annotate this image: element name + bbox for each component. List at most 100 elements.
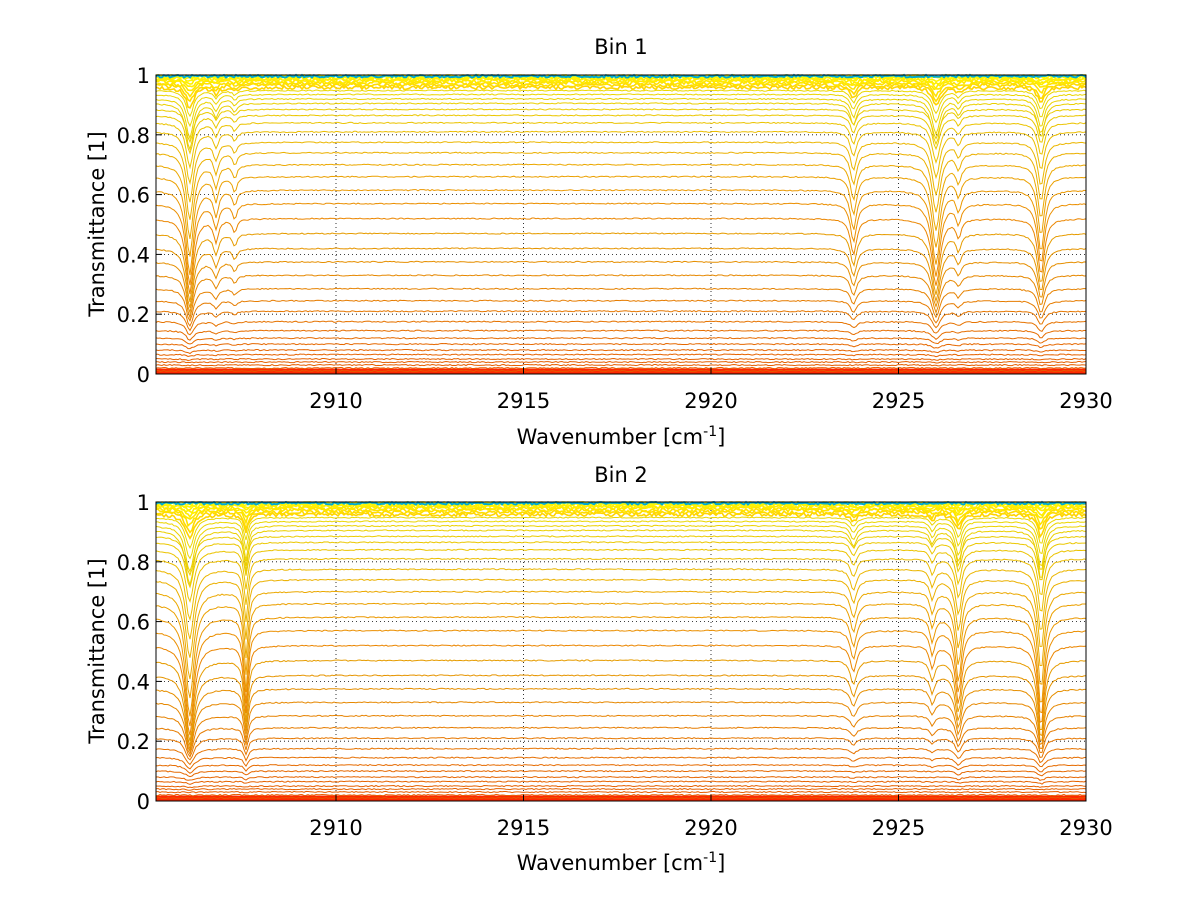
x-tick-label: 2910 bbox=[309, 389, 362, 413]
series-line bbox=[155, 189, 1087, 276]
series-line bbox=[155, 202, 1087, 286]
y-tick-label: 0.6 bbox=[117, 184, 150, 208]
series-line bbox=[155, 701, 1087, 753]
y-tick-label: 0.4 bbox=[117, 243, 150, 267]
series-line bbox=[155, 548, 1087, 603]
series-line bbox=[156, 793, 1087, 797]
series-line bbox=[155, 348, 1086, 355]
series-line bbox=[155, 366, 1087, 370]
y-tick-label: 1 bbox=[137, 491, 150, 515]
series-line bbox=[155, 780, 1087, 785]
y-tick-label: 0.8 bbox=[117, 124, 150, 148]
grid-lines bbox=[156, 501, 1087, 802]
series-line bbox=[155, 247, 1087, 308]
y-tick-label: 0 bbox=[137, 363, 150, 387]
series-line bbox=[155, 217, 1087, 295]
series-line bbox=[155, 141, 1087, 203]
chart-title: Bin 1 bbox=[594, 35, 648, 59]
bin-1-panel: Bin 1 2910 2915 2920 2925 2930 0 0.2 0.4 0.6 0.8… bbox=[85, 35, 1113, 449]
series-line bbox=[155, 659, 1087, 742]
series-line bbox=[155, 505, 1086, 521]
series-line bbox=[155, 568, 1087, 640]
series-line bbox=[155, 151, 1087, 220]
y-tick-label: 0.8 bbox=[117, 551, 150, 575]
series-line bbox=[155, 714, 1086, 756]
series-line bbox=[155, 763, 1087, 774]
series-line bbox=[155, 163, 1087, 240]
series-line bbox=[155, 357, 1087, 362]
series-line bbox=[156, 175, 1087, 257]
x-tick-label: 2915 bbox=[497, 389, 550, 413]
series-line bbox=[155, 644, 1087, 736]
x-axis-label: Wavenumber [cm-1] bbox=[517, 424, 726, 449]
series-line bbox=[155, 511, 1087, 541]
series-line bbox=[156, 310, 1087, 332]
y-tick-labels: 0 0.2 0.4 0.6 0.8 1 bbox=[117, 64, 162, 387]
series-line bbox=[155, 787, 1087, 791]
series-line bbox=[155, 509, 1086, 534]
series-line bbox=[155, 108, 1087, 144]
x-tick-label: 2930 bbox=[1059, 389, 1112, 413]
axes-frame bbox=[155, 501, 1087, 802]
series-line bbox=[155, 114, 1087, 155]
x-tick-label: 2915 bbox=[497, 816, 550, 840]
x-tick-labels: 2910 2915 2920 2925 2930 bbox=[309, 795, 1113, 840]
y-tick-label: 0.2 bbox=[117, 730, 150, 754]
x-tick-label: 2925 bbox=[872, 816, 925, 840]
y-tick-label: 0.6 bbox=[117, 611, 150, 635]
series-line bbox=[155, 93, 1087, 128]
chart-title: Bin 2 bbox=[594, 463, 648, 487]
series-line bbox=[155, 769, 1087, 778]
series-line bbox=[156, 616, 1087, 717]
y-tick-labels: 0 0.2 0.4 0.6 0.8 1 bbox=[117, 491, 162, 814]
y-axis-label: Transmittance [1] bbox=[85, 131, 109, 317]
series-line bbox=[155, 353, 1087, 358]
y-axis-label: Transmittance [1] bbox=[85, 558, 109, 744]
series-line bbox=[155, 130, 1087, 185]
series-line bbox=[155, 629, 1087, 727]
x-tick-label: 2920 bbox=[684, 816, 737, 840]
series-line bbox=[155, 524, 1087, 573]
series-line bbox=[155, 784, 1087, 789]
series-line bbox=[155, 541, 1087, 589]
y-tick-label: 0.4 bbox=[117, 670, 150, 694]
series-line-top bbox=[155, 500, 1087, 506]
series-line bbox=[155, 674, 1087, 746]
series-line bbox=[155, 737, 1087, 761]
x-tick-label: 2910 bbox=[309, 816, 362, 840]
series-line bbox=[155, 84, 1087, 109]
series-group bbox=[155, 500, 1087, 801]
series-line bbox=[155, 529, 1087, 587]
series-line bbox=[155, 687, 1086, 751]
series-line bbox=[156, 557, 1087, 622]
series-line bbox=[155, 329, 1087, 341]
series-line bbox=[155, 97, 1087, 140]
series-line bbox=[156, 369, 1087, 373]
series-line bbox=[155, 602, 1086, 699]
y-tick-label: 0.2 bbox=[117, 303, 150, 327]
x-tick-labels: 2910 2915 2920 2925 2930 bbox=[309, 368, 1113, 413]
series-line bbox=[155, 89, 1087, 118]
series-line bbox=[155, 342, 1087, 350]
series-line bbox=[155, 81, 1087, 103]
series-line bbox=[155, 578, 1087, 658]
series-line bbox=[155, 535, 1087, 577]
axes-frame bbox=[155, 74, 1087, 375]
series-line bbox=[155, 363, 1087, 367]
bin-2-panel: Bin 2 2910 2915 2920 2925 2930 0 0.2 0.4 0.6 0.8… bbox=[85, 463, 1113, 875]
y-tick-label: 1 bbox=[137, 64, 150, 88]
series-group bbox=[155, 73, 1087, 374]
series-line bbox=[156, 520, 1087, 560]
x-tick-label: 2930 bbox=[1059, 816, 1112, 840]
series-line bbox=[155, 102, 1087, 151]
grid-lines bbox=[156, 74, 1087, 375]
series-line bbox=[156, 360, 1087, 364]
series-line bbox=[155, 516, 1087, 550]
series-line bbox=[155, 747, 1087, 766]
series-line bbox=[155, 796, 1087, 800]
x-axis-label: Wavenumber [cm-1] bbox=[517, 850, 726, 875]
series-line bbox=[155, 336, 1087, 345]
x-tick-label: 2920 bbox=[684, 389, 737, 413]
series-line bbox=[155, 320, 1087, 336]
